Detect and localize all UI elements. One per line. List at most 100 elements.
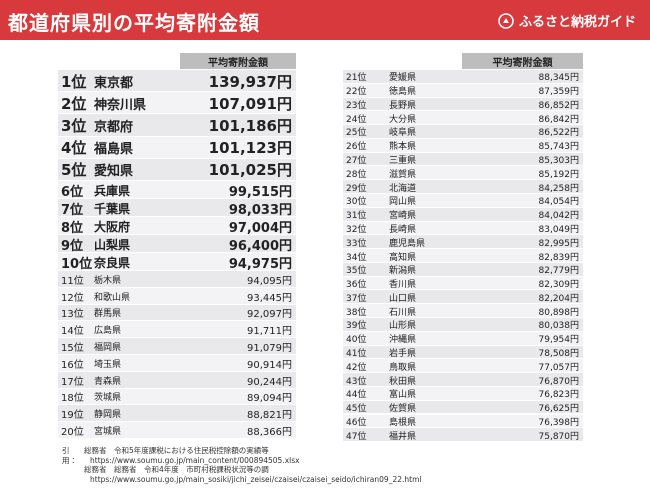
row-bg	[58, 70, 296, 92]
rank: 13位	[61, 309, 84, 321]
rank: 7位	[61, 202, 84, 218]
prefecture: 宮城県	[94, 427, 122, 438]
rank: 21位	[346, 73, 367, 84]
rank: 44位	[346, 390, 367, 401]
amount: 101,123円	[208, 139, 292, 158]
rank: 20位	[61, 427, 84, 439]
amount: 82,204円	[538, 293, 580, 304]
row-bg	[58, 181, 296, 198]
row-bg	[58, 388, 296, 405]
column-header: 平均寄附金額	[462, 53, 583, 69]
row-bg	[58, 114, 296, 136]
amount: 85,743円	[538, 142, 580, 153]
amount: 82,995円	[538, 238, 580, 249]
prefecture: 新潟県	[389, 266, 417, 277]
rank: 30位	[346, 197, 367, 208]
row-bg	[58, 371, 296, 388]
rank: 43位	[346, 376, 367, 387]
amount: 77,057円	[538, 362, 580, 373]
prefecture: 青森県	[94, 376, 122, 387]
row-bg	[343, 400, 583, 414]
rank: 35位	[346, 266, 367, 277]
prefecture: 長崎県	[389, 224, 417, 235]
amount: 86,852円	[538, 100, 580, 111]
rank: 14位	[61, 326, 84, 338]
prefecture: 岐阜県	[389, 128, 417, 139]
prefecture: 沖縄県	[389, 335, 417, 346]
title: 都道府県別の平均寄附金額	[8, 11, 260, 35]
amount: 85,192円	[538, 169, 580, 180]
amount: 90,244円	[247, 376, 292, 388]
rank: 29位	[346, 183, 367, 194]
amount: 79,954円	[538, 335, 580, 346]
rank: 40位	[346, 335, 367, 346]
amount: 97,004円	[228, 220, 292, 236]
amount: 80,038円	[538, 321, 580, 332]
rank: 17位	[61, 376, 84, 388]
rank: 41位	[346, 348, 367, 359]
rank: 42位	[346, 362, 367, 373]
row-bg	[343, 70, 583, 83]
row-bg	[343, 166, 583, 180]
amount: 76,625円	[538, 404, 580, 415]
amount: 86,842円	[538, 114, 580, 125]
rank: 16位	[61, 359, 84, 371]
row-bg	[343, 359, 583, 373]
prefecture: 香川県	[389, 280, 417, 291]
prefecture: 群馬県	[94, 309, 122, 320]
row-bg	[58, 304, 296, 321]
amount: 107,091円	[208, 94, 292, 113]
amount: 88,366円	[247, 427, 292, 439]
rank: 38位	[346, 307, 367, 318]
prefecture: 熊本県	[389, 142, 417, 153]
rank: 47位	[346, 431, 367, 442]
rank: 46位	[346, 417, 367, 428]
prefecture: 埼玉県	[94, 359, 122, 370]
amount: 76,398円	[538, 417, 580, 428]
footnote-line: https://www.soumu.go.jp/main_sosiki/jich…	[90, 474, 422, 484]
prefecture: 岩手県	[389, 348, 417, 359]
row-bg	[58, 287, 296, 304]
footnote-line: 総務省 令和5年度課税における住民税控除額の実績等	[84, 446, 269, 455]
prefecture: 大阪府	[94, 219, 131, 234]
rank: 32位	[346, 224, 367, 235]
prefecture: 千葉県	[94, 201, 131, 216]
rank: 33位	[346, 238, 367, 249]
prefecture: 愛知県	[94, 164, 134, 180]
rank: 23位	[346, 100, 367, 111]
amount: 94,095円	[247, 275, 292, 287]
prefecture: 福岡県	[94, 343, 122, 354]
amount: 90,914円	[247, 359, 292, 371]
row-bg	[58, 338, 296, 354]
prefecture: 鳥取県	[389, 362, 417, 373]
footnote-line: https://www.soumu.go.jp/main_content/000…	[90, 455, 300, 465]
amount: 101,186円	[208, 116, 292, 135]
rank: 22位	[346, 87, 367, 98]
row-bg	[58, 422, 296, 438]
footnote-line: 総務省 総務省 令和4年度 市町村税課税状況等の調	[84, 465, 269, 474]
row-bg	[58, 355, 296, 371]
amount: 99,515円	[228, 184, 292, 200]
logo[interactable]: ふるさと納税ガイド	[498, 11, 636, 30]
row-bg	[343, 194, 583, 207]
amount: 82,779円	[538, 266, 580, 277]
amount: 88,345円	[538, 73, 580, 84]
row-bg	[58, 321, 296, 338]
prefecture: 徳島県	[389, 87, 417, 98]
prefecture: 佐賀県	[389, 404, 417, 415]
rank: 34位	[346, 252, 367, 263]
row-bg	[343, 97, 583, 111]
prefecture: 北海道	[389, 183, 417, 194]
prefecture: 山形県	[389, 321, 417, 332]
amount: 76,823円	[538, 390, 580, 401]
row-bg	[58, 253, 296, 270]
rank: 18位	[61, 393, 84, 405]
rank: 45位	[346, 404, 367, 415]
prefecture: 岡山県	[389, 197, 417, 208]
row-bg	[58, 217, 296, 234]
amount: 92,097円	[247, 309, 292, 321]
amount: 75,870円	[538, 431, 580, 442]
prefecture: 茨城県	[94, 393, 122, 404]
rank: 24位	[346, 114, 367, 125]
